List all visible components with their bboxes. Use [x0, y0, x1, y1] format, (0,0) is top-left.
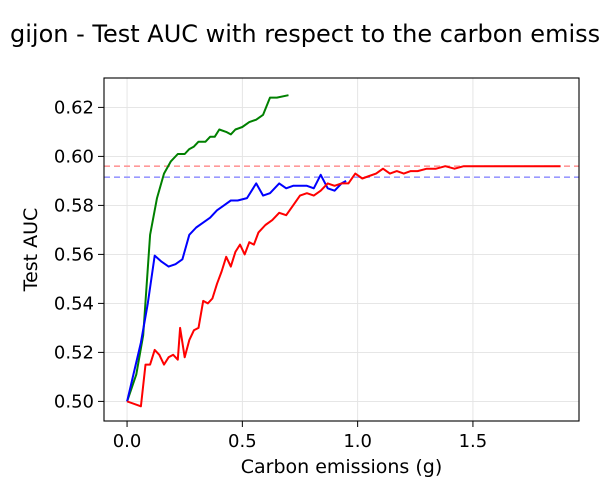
x-tick-label: 0.5	[228, 431, 257, 452]
y-axis-ticks: 0.50 0.52 0.54 0.56 0.58 0.60 0.62	[54, 97, 104, 412]
chart-title: gijon - Test AUC with respect to the car…	[10, 20, 600, 48]
reference-lines	[104, 165, 579, 179]
x-tick-label: 0.0	[113, 431, 142, 452]
y-tick-label: 0.56	[54, 244, 94, 265]
y-tick-label: 0.62	[54, 97, 94, 118]
series-line	[126, 165, 561, 408]
y-tick-label: 0.58	[54, 195, 94, 216]
x-axis-label: Carbon emissions (g)	[241, 456, 443, 478]
y-tick-label: 0.60	[54, 146, 94, 167]
grid-lines	[104, 78, 579, 421]
y-axis-label: Test AUC	[20, 208, 42, 293]
x-tick-label: 1.0	[343, 431, 372, 452]
series-line	[126, 173, 347, 402]
x-tick-label: 1.5	[459, 431, 488, 452]
series-line	[126, 94, 289, 402]
x-axis-ticks: 0.0 0.5 1.0 1.5	[113, 421, 488, 452]
series-lines	[126, 94, 561, 408]
y-tick-label: 0.52	[54, 342, 94, 363]
plot-frame	[103, 77, 580, 422]
y-tick-label: 0.54	[54, 293, 94, 314]
y-tick-label: 0.50	[54, 391, 94, 412]
